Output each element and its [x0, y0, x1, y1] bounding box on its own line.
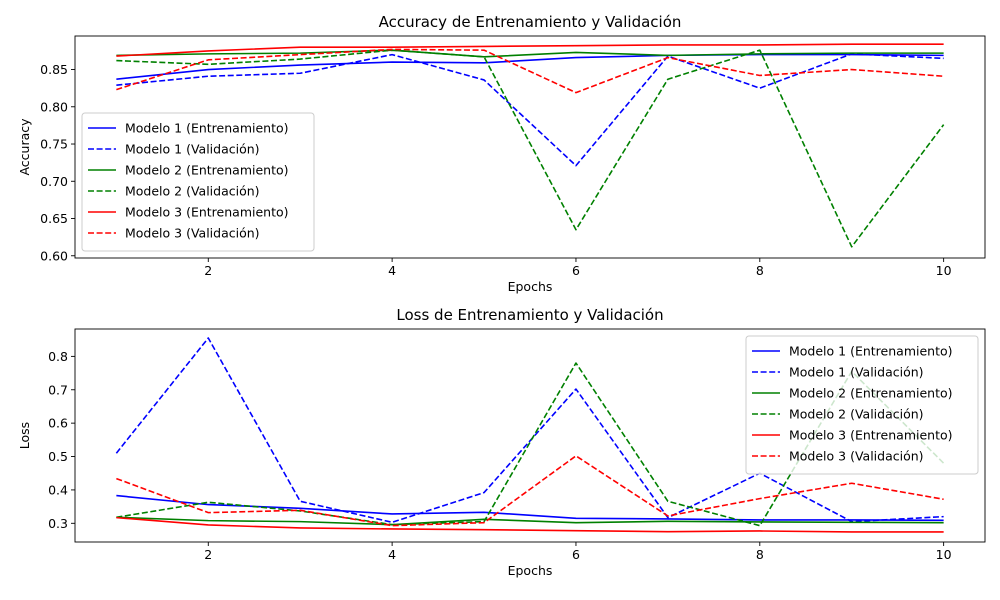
- panel-1-title: Accuracy de Entrenamiento y Validación: [379, 13, 682, 31]
- panel-2-legend-label-modelo-1-validacion: Modelo 1 (Validación): [789, 365, 924, 380]
- panel-2-series-modelo-1-entrenamiento: [116, 494, 944, 522]
- panel-1-x-tick-label: 4: [388, 263, 396, 278]
- panel-2-y-tick-label: 0.3: [48, 516, 68, 531]
- panel-2-chart: 2 4 6 8 10 0.3 0.4 0.5 0.6 0.7 0.8 Loss de Entrenam…: [17, 306, 986, 578]
- panel-2-legend: Modelo 1 (Entrenamiento) Modelo 1 (Valida…: [745, 335, 979, 475]
- panel-1-legend-label-modelo-2-validacion: Modelo 2 (Validación): [125, 184, 260, 199]
- panel-1-x-tick-label: 8: [756, 263, 764, 278]
- panel-2-legend-label-modelo-3-validacion: Modelo 3 (Validación): [789, 449, 924, 464]
- panel-1-y-axis-label: Accuracy: [17, 118, 32, 176]
- panel-1-x-axis-label: Epochs: [508, 279, 553, 294]
- panel-2-legend-label-modelo-2-validacion: Modelo 2 (Validación): [789, 407, 924, 422]
- panel-1-chart: 2 4 6 8 10 0.60 0.65 0.70 0.75 0.80 0.85 Accuracy d…: [17, 13, 986, 294]
- panel-1-legend-label-modelo-1-entrenamiento: Modelo 1 (Entrenamiento): [125, 121, 289, 136]
- panel-2-series-modelo-1-validacion: [115, 337, 944, 524]
- panel-1-legend-label-modelo-1-validacion: Modelo 1 (Validación): [125, 142, 260, 157]
- panel-1-legend-label-modelo-3-entrenamiento: Modelo 3 (Entrenamiento): [125, 205, 289, 220]
- panel-1-x-tick-label: 2: [204, 263, 212, 278]
- panel-2-y-tick-label: 0.6: [48, 416, 68, 431]
- panel-2-x-tick-label: 6: [572, 547, 580, 562]
- panel-2-legend-box: [745, 335, 979, 475]
- panel-2-x-tick-label: 8: [756, 547, 764, 562]
- panel-1-series-modelo-2-validacion: [116, 49, 945, 248]
- panel-2-axes-frame: [74, 328, 986, 543]
- panel-1-legend-label-modelo-2-entrenamiento: Modelo 2 (Entrenamiento): [125, 163, 289, 178]
- panel-2-y-tick-label: 0.7: [48, 382, 68, 397]
- panel-1-axes-frame: [74, 35, 986, 259]
- panel-2-title: Loss de Entrenamiento y Validación: [396, 306, 663, 324]
- panel-1-x-tick-label: 6: [572, 263, 580, 278]
- panel-1-series-modelo-3-validacion: [116, 48, 944, 94]
- panel-2-series-modelo-3-entrenamiento: [116, 516, 944, 533]
- panel-2-legend-label-modelo-2-entrenamiento: Modelo 2 (Entrenamiento): [789, 386, 953, 401]
- panel-1-x-tick-label: 10: [936, 263, 952, 278]
- panel-1-y-tick-label: 0.65: [40, 211, 68, 226]
- panel-1-series-modelo-2-entrenamiento: [116, 49, 944, 58]
- panel-2-legend-label-modelo-3-entrenamiento: Modelo 3 (Entrenamiento): [789, 428, 953, 443]
- panel-2-series-modelo-2-entrenamiento: [116, 516, 944, 526]
- panel-1-y-tick-label: 0.85: [40, 62, 68, 77]
- panel-2-y-tick-label: 0.8: [48, 349, 68, 364]
- panel-1-legend-box: [81, 112, 315, 252]
- panel-2-x-tick-label: 2: [204, 547, 212, 562]
- panel-1-legend: Modelo 1 (Entrenamiento) Modelo 1 (Valida…: [81, 112, 315, 252]
- panel-2-legend-label-modelo-1-entrenamiento: Modelo 1 (Entrenamiento): [789, 344, 953, 359]
- panel-1-series-modelo-1-validacion: [116, 53, 944, 167]
- panel-2-series-modelo-3-validacion: [116, 455, 944, 527]
- panel-1-y-tick-label: 0.60: [40, 248, 68, 263]
- panel-2-x-tick-label: 10: [936, 547, 952, 562]
- panel-1-y-tick-label: 0.70: [40, 174, 68, 189]
- panel-1-y-tick-label: 0.75: [40, 137, 68, 152]
- panel-2-y-axis-label: Loss: [17, 422, 32, 449]
- panel-2-y-tick-label: 0.5: [48, 449, 68, 464]
- panel-1-series-modelo-3-entrenamiento: [116, 43, 944, 57]
- panel-1-y-tick-label: 0.80: [40, 99, 68, 114]
- panel-2-x-tick-label: 4: [388, 547, 396, 562]
- panel-2-x-axis-label: Epochs: [508, 563, 553, 578]
- panel-1-legend-label-modelo-3-validacion: Modelo 3 (Validación): [125, 226, 260, 241]
- panel-2-y-tick-label: 0.4: [48, 482, 68, 497]
- panel-1-series-modelo-1-entrenamiento: [116, 53, 944, 81]
